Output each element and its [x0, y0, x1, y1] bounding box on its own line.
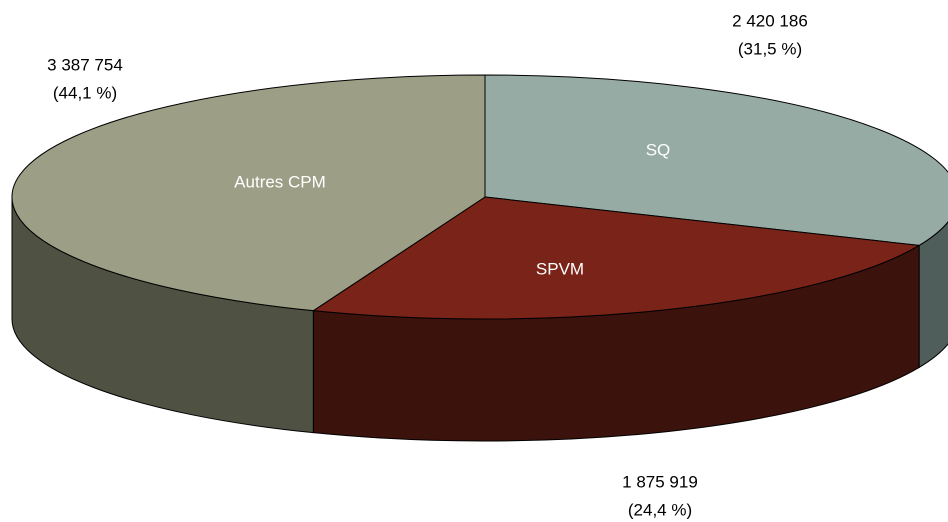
slice: [311, 196, 921, 320]
percent-label: (44,1 %): [53, 83, 117, 102]
slice-label: Autres CPM: [234, 172, 326, 191]
value-label: 1 875 919: [622, 472, 698, 491]
slice-label: SPVM: [536, 259, 584, 278]
percent-label: (31,5 %): [738, 39, 802, 58]
percent-label: (24,4 %): [628, 500, 692, 519]
slice: [11, 74, 486, 312]
slice-label: SQ: [646, 140, 671, 159]
value-label: 2 420 186: [732, 11, 808, 30]
value-label: 3 387 754: [47, 55, 123, 74]
slice: [484, 74, 948, 246]
